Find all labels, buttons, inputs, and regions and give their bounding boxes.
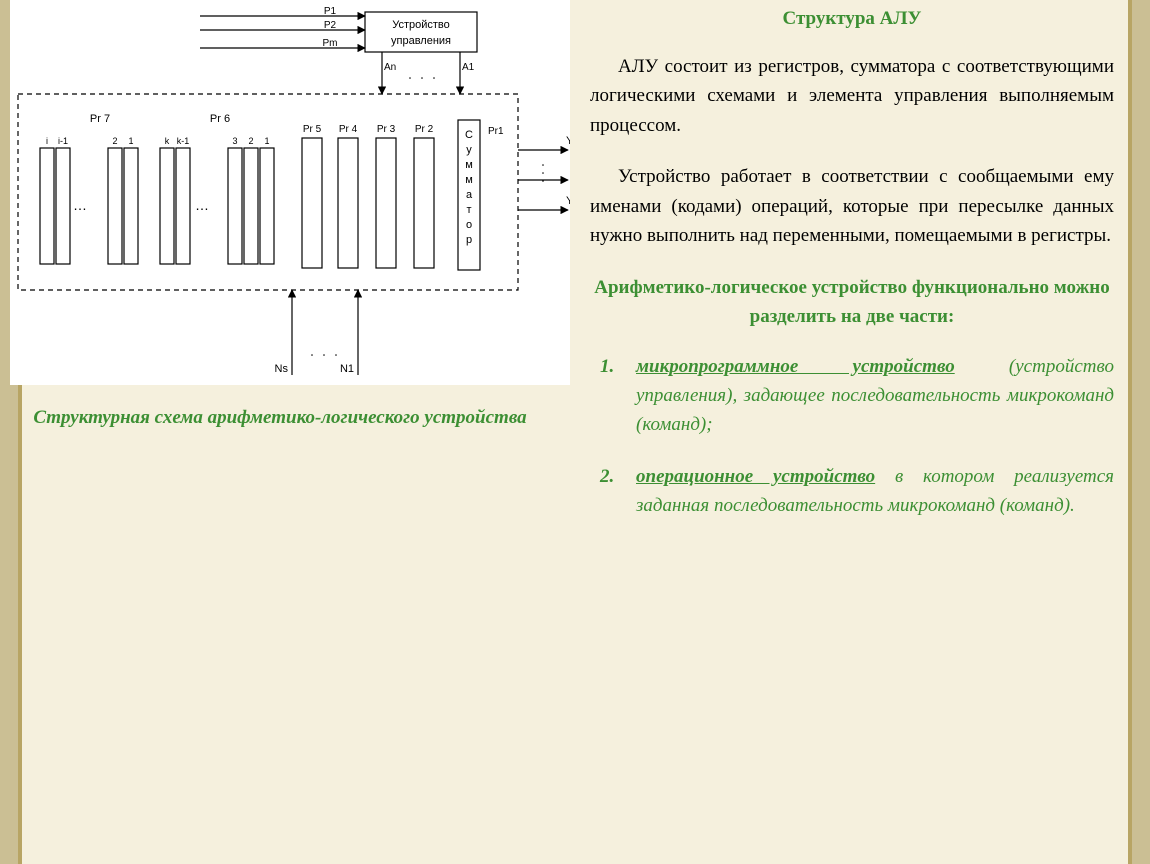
svg-text:о: о (466, 219, 472, 231)
paragraph-1: АЛУ состоит из регистров, сумматора с со… (590, 52, 1114, 140)
svg-text:Yr: Yr (566, 195, 570, 207)
svg-text:i: i (46, 136, 48, 146)
paragraph-2: Устройство работает в соответствии с соо… (590, 162, 1114, 250)
svg-text:…: … (195, 197, 209, 213)
svg-text:Pr 4: Pr 4 (339, 124, 358, 135)
svg-text:Ns: Ns (275, 363, 289, 375)
slide-content: Устройство управления P1 P2 Pm An A1 Pr 7 i i-1 2 1… (0, 0, 1150, 864)
svg-text:N1: N1 (340, 363, 354, 375)
list-item-strong: операционное устройство (636, 466, 875, 487)
svg-text:…: … (73, 197, 87, 213)
list-item-strong: микропрограммное устройство (636, 356, 955, 377)
sub-heading: Арифметико-логическое устройство функцио… (590, 273, 1114, 332)
parts-list: микропрограммное устройство (устройство … (590, 352, 1114, 521)
page-title: Структура АЛУ (590, 8, 1114, 30)
diagram-caption: Структурная схема арифметико-логического… (30, 405, 530, 432)
svg-text:Pr 5: Pr 5 (303, 124, 322, 135)
svg-text:Устройство: Устройство (392, 19, 450, 31)
svg-text:м: м (465, 159, 473, 171)
svg-text:i-1: i-1 (58, 136, 68, 146)
svg-text:An: An (384, 62, 396, 73)
svg-text:1: 1 (128, 136, 133, 146)
svg-text:а: а (466, 189, 473, 201)
list-item: микропрограммное устройство (устройство … (590, 352, 1114, 440)
svg-text:м: м (465, 174, 473, 186)
svg-text:у: у (466, 144, 472, 156)
svg-text:A1: A1 (462, 62, 475, 73)
svg-text:р: р (466, 234, 472, 246)
svg-text:2: 2 (112, 136, 117, 146)
svg-text:управления: управления (391, 35, 451, 47)
svg-text:т: т (466, 204, 471, 216)
svg-text:Pm: Pm (323, 38, 338, 49)
svg-text:С: С (465, 129, 473, 141)
svg-text:2: 2 (248, 136, 253, 146)
list-item: операционное устройство в котором реализ… (590, 462, 1114, 521)
svg-text:3: 3 (232, 136, 237, 146)
svg-text:Pr 2: Pr 2 (415, 124, 434, 135)
svg-text:Y1: Y1 (566, 135, 570, 147)
diagram-container: Устройство управления P1 P2 Pm An A1 Pr 7 i i-1 2 1… (10, 0, 570, 385)
svg-text:k-1: k-1 (177, 136, 190, 146)
svg-text:Pr 6: Pr 6 (210, 113, 230, 125)
svg-text:k: k (165, 136, 170, 146)
svg-text:P2: P2 (324, 20, 337, 31)
svg-text:Pr 3: Pr 3 (377, 124, 396, 135)
svg-text:Pr1: Pr1 (488, 126, 504, 137)
svg-text:P1: P1 (324, 6, 337, 17)
svg-text:Pr 7: Pr 7 (90, 113, 110, 125)
text-column: Структура АЛУ АЛУ состоит из регистров, … (590, 8, 1114, 543)
svg-text:1: 1 (264, 136, 269, 146)
alu-diagram: Устройство управления P1 P2 Pm An A1 Pr 7 i i-1 2 1… (10, 0, 570, 385)
